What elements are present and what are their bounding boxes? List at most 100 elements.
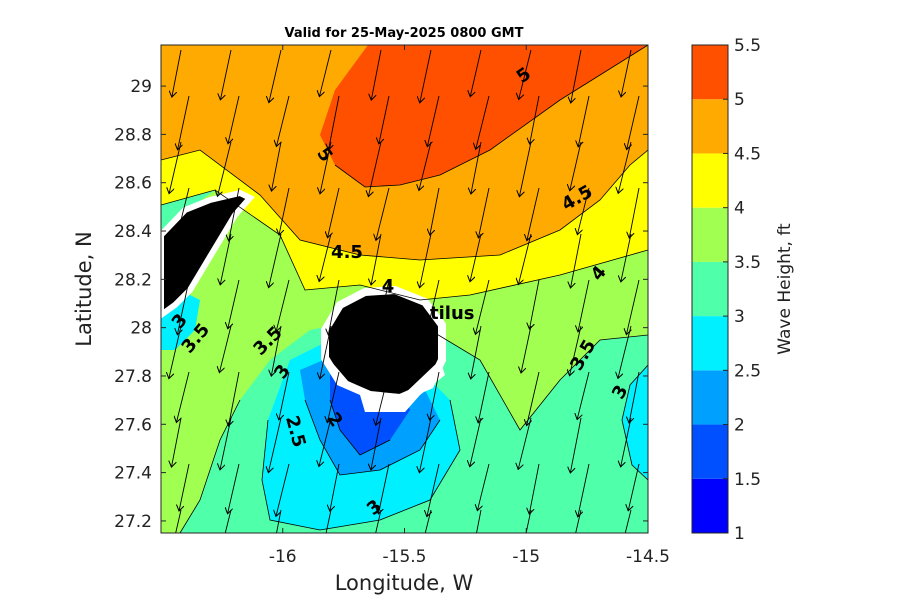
colorbar-tick-label: 4 [734,199,745,219]
direction-arrow [618,325,632,378]
direction-arrow [370,325,382,373]
x-tick-label: -15.5 [383,547,427,567]
direction-arrow [219,325,232,373]
colorbar-tick-label: 1 [734,524,745,544]
y-tick-label: 27.2 [114,512,152,532]
direction-arrow [577,187,590,235]
direction-arrow [328,279,340,335]
direction-arrow [518,233,532,284]
plot-area [161,45,648,533]
direction-arrow [279,371,290,420]
direction-arrow [376,187,390,240]
direction-arrow [420,49,432,103]
direction-arrow [419,141,432,191]
direction-arrow [629,371,640,423]
y-tick-label: 29 [130,77,152,97]
direction-arrow [420,233,432,288]
direction-arrow [575,509,582,533]
direction-arrow [430,371,440,420]
direction-arrow [229,371,240,426]
y-tick-label: 28.2 [114,270,152,290]
x-tick-label: -14.5 [626,547,670,567]
direction-arrow [169,141,182,194]
direction-arrow [470,233,482,282]
direction-arrow [179,463,190,511]
direction-arrow [171,417,182,467]
direction-arrow [224,509,232,533]
direction-arrow [328,187,340,238]
direction-arrow [628,463,640,511]
direction-arrow [279,187,290,235]
direction-arrow [618,141,632,193]
direction-arrow [368,141,382,197]
direction-arrow [268,417,282,473]
direction-arrow [276,463,290,516]
direction-arrow [276,509,282,533]
contour-lines [161,45,648,533]
y-tick-label: 28 [130,319,152,339]
direction-arrow [220,417,232,470]
y-axis-label: Latitude, N [72,231,96,347]
direction-arrow [320,141,332,194]
y-tick-label: 27.4 [114,464,152,484]
direction-arrow [378,463,390,514]
colorbar-label: Wave Height, ft [775,223,795,355]
direction-arrow [478,371,490,423]
direction-arrow [521,325,532,373]
direction-arrow [471,141,482,194]
direction-arrow [578,279,590,332]
direction-arrow [519,141,532,197]
direction-arrow [327,371,340,423]
direction-arrow [371,233,382,285]
direction-arrow [629,187,640,238]
direction-arrow [371,49,382,100]
direction-arrow [178,95,190,150]
colorbar-swatch [692,45,728,100]
direction-arrow [228,279,240,329]
direction-arrow [329,95,340,150]
direction-arrow [627,95,640,150]
direction-arrow [325,509,332,533]
band-4-4.5 [161,150,648,300]
direction-arrow [217,141,232,196]
colorbar-swatch [692,99,728,154]
direction-arrow [475,279,490,334]
x-tick-label: -16 [269,547,297,567]
direction-arrow [577,371,590,420]
direction-arrow [527,371,540,426]
direction-arrow [621,417,632,467]
direction-arrow [379,279,390,329]
direction-arrow [320,325,332,379]
colorbar-tick-label: 5.5 [734,36,761,56]
direction-arrow [177,187,190,237]
direction-arrow [621,49,632,97]
direction-arrow [578,463,590,517]
direction-arrow [169,325,182,379]
direction-arrow [176,371,190,422]
colorbar-swatch [692,424,728,479]
island-west [161,189,255,319]
direction-arrow [470,49,482,97]
colorbar-swatch [692,316,728,371]
direction-arrow [570,325,582,376]
direction-arrow [427,95,440,147]
direction-arrow [375,509,382,533]
y-tick-label: 28.4 [114,222,152,242]
contour-label: 4.5 [331,242,363,263]
direction-arrow [271,141,282,191]
direction-arrow [269,233,282,288]
direction-arrow [571,49,582,103]
direction-arrow [319,49,332,97]
direction-arrow [269,49,282,103]
y-tick-label: 27.6 [114,415,152,435]
direction-arrow [621,233,632,282]
direction-arrow [570,417,582,473]
y-tick-label: 28.8 [114,125,152,145]
direction-arrow [477,463,490,511]
direction-arrow [276,279,290,331]
colorbar-swatch [692,261,728,317]
direction-arrow [578,95,590,147]
y-axis-ticks: 29 28.8 28.6 28.4 28.2 28 27.8 27.6 27.4 27.2 [114,77,648,532]
colorbar-tick-label: 2.5 [734,361,761,381]
